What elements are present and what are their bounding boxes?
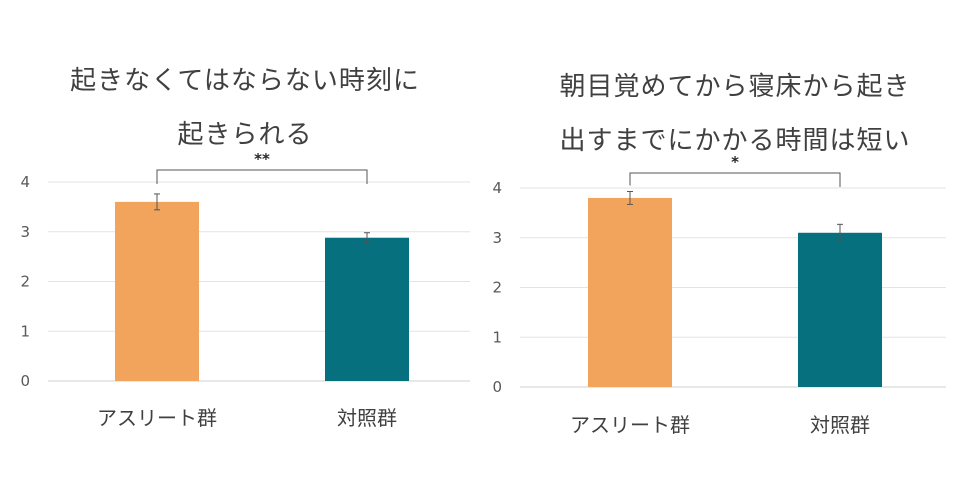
y-tick-label: 1 xyxy=(20,322,30,340)
y-tick-label: 0 xyxy=(492,378,502,396)
y-tick-label: 2 xyxy=(20,273,30,291)
bar xyxy=(115,201,199,381)
y-tick-label: 2 xyxy=(492,279,502,297)
y-tick-label: 3 xyxy=(492,229,502,247)
chart-title-line-2: 起きられる xyxy=(177,120,313,150)
y-tick-label: 1 xyxy=(492,328,502,346)
bar-chart-left: 0 1 2 3 4 アスリート群 対照群 ** xyxy=(20,150,470,430)
bar-chart-right: 0 1 2 3 4 アスリート群 対照群 * xyxy=(492,153,946,437)
significance-marker: * xyxy=(731,153,739,171)
significance-bracket xyxy=(629,172,841,187)
chart-panel-left: 起きなくてはならない時刻に 起きられる 0 1 2 3 4 アスリート群 対照群 ** xyxy=(20,66,470,430)
chart-panel-right: 朝目覚めてから寝床から起き 出すまでにかかる時間は短い 0 1 2 3 4 アスリート群 対… xyxy=(490,0,980,500)
y-tick-label: 4 xyxy=(492,179,502,197)
bar xyxy=(588,197,672,387)
x-category-label: 対照群 xyxy=(337,406,397,430)
bar xyxy=(798,232,882,387)
significance-bracket xyxy=(156,169,368,184)
y-tick-label: 3 xyxy=(20,223,30,241)
chart-title-line-1: 朝目覚めてから寝床から起き xyxy=(559,72,911,102)
y-tick-label: 0 xyxy=(20,372,30,390)
bar xyxy=(325,237,409,381)
x-category-label: アスリート群 xyxy=(570,413,690,437)
chart-title-line-2: 出すまでにかかる時間は短い xyxy=(559,126,911,156)
significance-marker: ** xyxy=(254,150,270,168)
x-category-label: アスリート群 xyxy=(97,406,217,430)
chart-title-line-1: 起きなくてはならない時刻に xyxy=(70,66,420,96)
y-tick-label: 4 xyxy=(20,173,30,191)
x-category-label: 対照群 xyxy=(810,413,870,437)
